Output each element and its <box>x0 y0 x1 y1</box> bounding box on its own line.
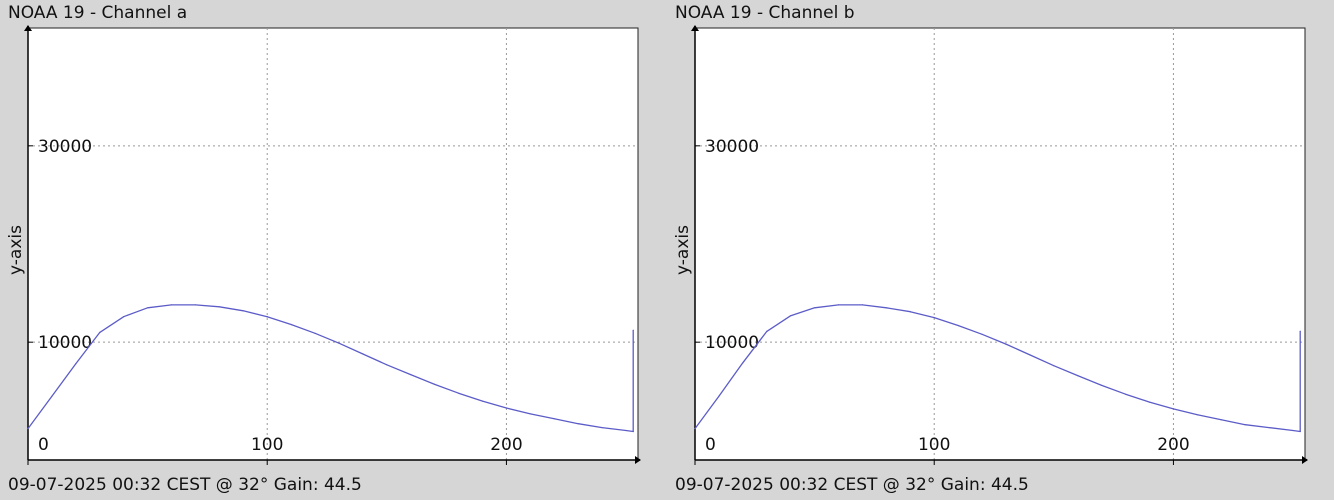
y-axis-arrow <box>691 25 699 31</box>
data-point <box>386 364 388 366</box>
data-point <box>410 373 412 376</box>
data-point <box>553 418 555 420</box>
data-point <box>27 427 29 430</box>
data-point <box>147 307 149 309</box>
chart-footer: 09-07-2025 00:32 CEST @ 32° Gain: 44.5 <box>675 475 1029 495</box>
data-point <box>1220 419 1222 421</box>
data-point <box>1196 414 1198 416</box>
x-tick-label: 0 <box>705 435 716 455</box>
data-point <box>242 310 244 312</box>
data-point <box>814 307 816 309</box>
chart-title: NOAA 19 - Channel b <box>675 3 855 23</box>
data-point <box>481 400 484 402</box>
data-point <box>837 304 840 306</box>
data-point <box>790 315 792 317</box>
y-axis-arrow <box>24 25 32 31</box>
data-point <box>290 323 292 326</box>
plot-background <box>694 27 1306 461</box>
data-point <box>694 427 696 430</box>
x-tick-label: 0 <box>38 435 49 455</box>
chart-footer: 09-07-2025 00:32 CEST @ 32° Gain: 44.5 <box>8 475 362 495</box>
data-point <box>123 316 125 318</box>
data-point <box>742 362 744 364</box>
y-tick-label: 10000 <box>38 333 92 353</box>
data-point <box>99 331 101 333</box>
chart-panel-channel-a: NOAA 19 - Channel a y-axis 0 100 200 10000 3… <box>6 3 641 495</box>
data-point <box>1029 354 1031 356</box>
data-point <box>1299 330 1301 332</box>
data-point <box>1299 430 1301 433</box>
data-point <box>861 304 864 306</box>
data-point <box>1292 429 1294 432</box>
data-point <box>194 304 197 306</box>
y-tick-label: 30000 <box>38 137 92 157</box>
data-point <box>266 316 268 318</box>
data-point <box>909 311 911 313</box>
data-point <box>933 317 935 319</box>
data-point <box>1005 343 1007 345</box>
data-point <box>1077 374 1079 377</box>
data-point <box>457 392 460 394</box>
data-point <box>338 342 340 344</box>
data-point <box>1053 365 1055 367</box>
data-point <box>632 329 634 331</box>
data-point <box>314 332 316 334</box>
y-tick-label: 10000 <box>705 333 759 353</box>
data-point <box>434 383 436 385</box>
x-axis-arrow <box>635 456 641 464</box>
data-point <box>505 407 508 409</box>
chart-plot-area: 0 100 200 10000 30000 <box>24 25 641 465</box>
data-point <box>632 430 634 433</box>
data-point <box>1101 384 1103 386</box>
data-point <box>981 333 983 335</box>
data-point <box>170 304 173 306</box>
y-tick-label: 30000 <box>705 137 759 157</box>
x-tick-label: 100 <box>918 435 950 455</box>
x-tick-label: 100 <box>251 435 283 455</box>
data-point <box>957 324 959 327</box>
data-point <box>362 353 364 355</box>
data-point <box>1268 427 1270 429</box>
data-point <box>577 423 579 425</box>
data-point <box>601 427 603 429</box>
data-point <box>625 429 627 432</box>
data-point <box>1148 401 1151 403</box>
plot-background <box>27 27 639 461</box>
x-tick-label: 200 <box>1157 435 1189 455</box>
data-point <box>766 330 768 332</box>
data-point <box>75 363 77 365</box>
x-tick-label: 200 <box>490 435 522 455</box>
data-point <box>885 307 887 309</box>
x-axis-arrow <box>1302 456 1308 464</box>
chart-title: NOAA 19 - Channel a <box>8 3 188 23</box>
chart-panel-channel-b: NOAA 19 - Channel b y-axis 0 100 200 10000 3… <box>667 0 1334 500</box>
data-point <box>1124 393 1127 395</box>
data-point <box>1172 408 1175 410</box>
data-point <box>218 306 220 308</box>
chart-plot-area: 0 100 200 10000 30000 <box>691 25 1308 465</box>
data-point <box>718 395 720 397</box>
data-point <box>529 413 531 415</box>
data-point <box>51 395 53 397</box>
data-point <box>1244 424 1246 426</box>
